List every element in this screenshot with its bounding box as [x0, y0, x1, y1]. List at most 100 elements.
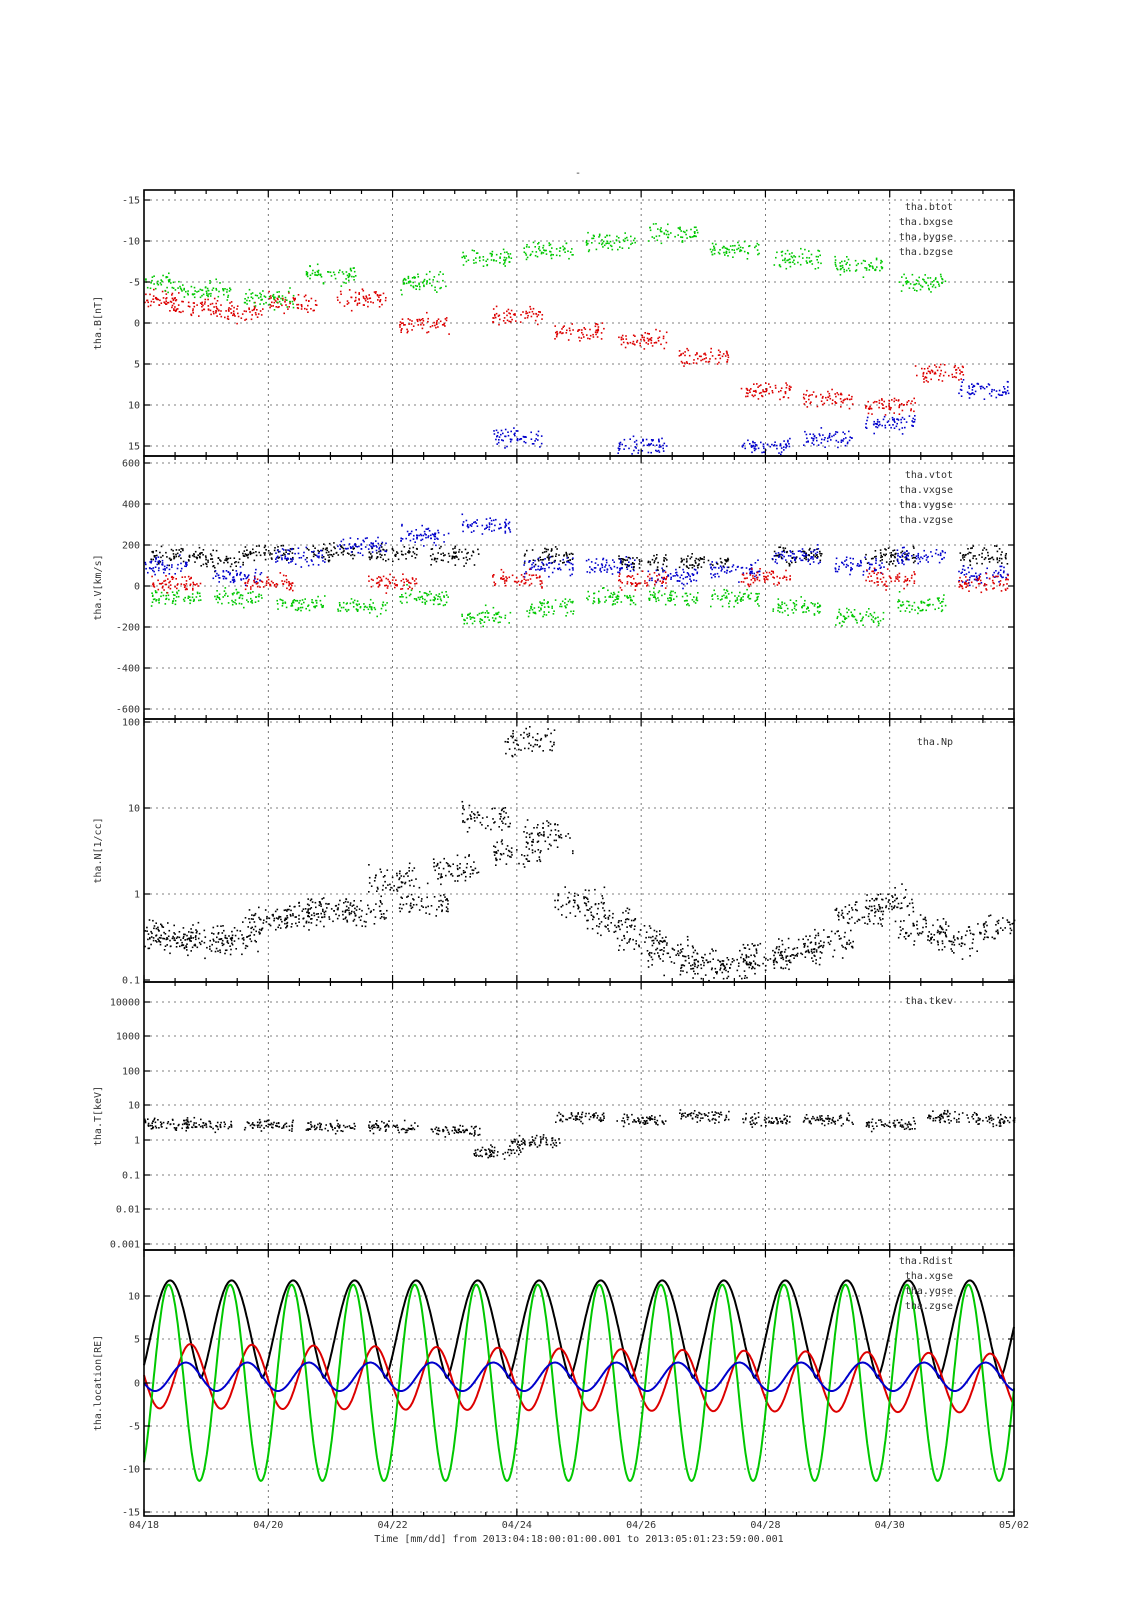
data-point — [786, 550, 788, 553]
data-point — [862, 570, 865, 573]
data-point — [719, 357, 722, 360]
data-point — [552, 613, 555, 615]
data-point — [751, 568, 753, 570]
data-point — [289, 300, 291, 303]
data-point — [207, 559, 209, 562]
data-point — [493, 581, 495, 584]
data-point — [175, 308, 178, 311]
data-point — [405, 537, 407, 540]
data-point — [503, 317, 506, 319]
data-point — [278, 300, 281, 303]
data-point — [305, 607, 307, 610]
data-point — [893, 400, 895, 403]
data-point — [268, 297, 271, 300]
data-point — [898, 406, 900, 409]
data-point — [273, 585, 276, 587]
data-point — [934, 286, 937, 289]
data-point — [791, 561, 793, 564]
data-point — [820, 400, 823, 402]
data-point — [558, 567, 561, 569]
data-point — [929, 277, 932, 279]
data-point — [850, 569, 852, 572]
data-point — [497, 315, 500, 317]
data-point — [903, 581, 905, 583]
data-point — [920, 602, 923, 604]
data-point — [924, 376, 927, 378]
data-point — [507, 431, 509, 433]
data-point — [793, 263, 796, 265]
data-point — [428, 530, 431, 532]
data-point — [976, 562, 978, 565]
data-point — [620, 589, 623, 591]
data-point — [564, 251, 566, 253]
data-point — [744, 577, 747, 580]
data-point — [785, 445, 788, 447]
data-point — [923, 381, 925, 383]
data-point — [875, 258, 878, 261]
data-point — [904, 610, 907, 612]
data-point — [633, 577, 635, 580]
data-point — [681, 362, 684, 364]
data-point — [434, 289, 436, 291]
data-point — [315, 602, 318, 604]
data-point — [867, 576, 869, 578]
data-point — [388, 580, 391, 583]
data-point — [475, 261, 477, 264]
data-point — [477, 548, 479, 551]
data-point — [917, 556, 920, 559]
data-point — [991, 388, 993, 391]
data-point — [227, 595, 229, 597]
data-point — [792, 261, 794, 263]
data-point — [653, 572, 656, 574]
data-point — [876, 421, 879, 423]
data-point — [470, 531, 473, 533]
data-point — [326, 549, 329, 552]
data-point — [343, 305, 346, 307]
data-point — [758, 392, 761, 395]
data-point — [415, 553, 418, 556]
data-point — [990, 395, 993, 397]
data-point — [180, 570, 182, 572]
data-point — [162, 926, 165, 928]
data-point — [435, 544, 437, 547]
data-point — [998, 394, 1001, 396]
data-point — [184, 576, 186, 578]
data-point — [145, 567, 147, 570]
data-point — [504, 322, 507, 324]
data-point — [881, 260, 883, 263]
data-point — [286, 306, 289, 308]
data-point — [344, 608, 347, 611]
data-point — [875, 569, 877, 571]
data-point — [467, 259, 470, 261]
data-point — [624, 563, 626, 566]
data-point — [424, 533, 426, 535]
data-point — [663, 232, 665, 234]
data-point — [752, 395, 755, 398]
data-point — [715, 561, 718, 564]
data-point — [500, 577, 503, 579]
data-point — [504, 259, 507, 261]
data-point — [897, 606, 900, 609]
data-point — [831, 435, 833, 438]
data-point — [571, 248, 573, 250]
data-point — [438, 273, 440, 276]
data-point — [894, 552, 897, 555]
data-point — [533, 607, 536, 609]
data-point — [506, 251, 508, 253]
data-point — [860, 620, 862, 622]
data-point — [535, 569, 537, 571]
data-point — [618, 571, 621, 574]
data-point — [158, 304, 161, 306]
data-point — [926, 604, 929, 606]
data-point — [650, 439, 653, 441]
data-point — [988, 577, 991, 580]
data-point — [725, 250, 728, 253]
data-point — [259, 554, 262, 557]
data-point — [244, 575, 246, 577]
data-point — [257, 297, 260, 299]
data-point — [225, 555, 228, 558]
data-point — [245, 293, 247, 295]
data-point — [665, 229, 667, 232]
data-point — [342, 273, 345, 275]
data-point — [243, 606, 245, 609]
